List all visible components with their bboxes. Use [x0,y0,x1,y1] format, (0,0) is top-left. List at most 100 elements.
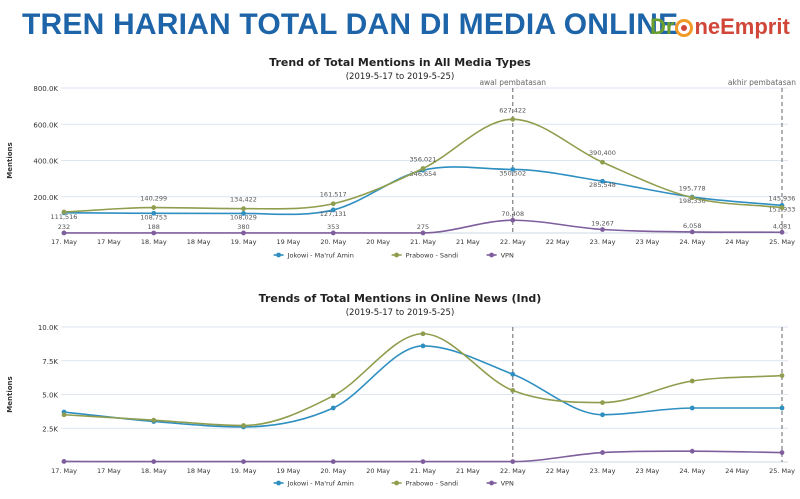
series-line-0 [63,345,782,428]
data-point [241,230,246,236]
data-point [151,210,157,216]
x-minor-tick-label: 20 May [366,238,390,246]
data-point [600,450,605,455]
data-label: 627,422 [499,106,526,114]
chart-title: Trend of Total Mentions in All Media Typ… [269,56,531,69]
data-point [779,373,785,378]
legend-item: Jokowi - Ma'ruf Amin [287,252,354,260]
data-point [510,217,516,223]
x-minor-tick-label: 22 May [546,467,570,475]
data-point [61,412,67,418]
legend-marker [489,252,494,258]
data-point [61,230,67,236]
x-tick-label: 17. May [51,238,77,246]
data-label: 145,936 [769,195,796,203]
x-minor-tick-label: 20 May [366,467,390,475]
x-tick-label: 25. May [769,467,795,475]
data-point [330,393,336,399]
data-label: 198,336 [679,197,706,205]
data-point [510,167,516,172]
data-label: 356,021 [410,155,437,163]
drone-logo-icon [675,19,694,37]
x-minor-tick-label: 21 May [456,238,480,246]
x-tick-label: 18. May [141,467,167,475]
data-point [330,405,336,411]
drone-emprit-logo: Dr neEmprit [650,14,790,40]
legend-item: Prabowo - Sandi [406,480,459,488]
data-point [241,459,246,464]
x-tick-label: 21. May [410,238,436,246]
legend-item: Prabowo - Sandi [406,252,459,260]
data-point [689,448,695,454]
data-point [151,230,157,236]
data-point [420,166,426,171]
data-point [241,423,246,428]
x-tick-label: 17. May [51,467,77,475]
data-point [779,450,785,455]
logo-text-right: neEmprit [694,14,790,39]
data-label: 4,081 [773,222,792,230]
x-tick-label: 23. May [590,238,616,246]
y-axis-label: Mentions [6,142,14,178]
y-tick-label: 200.0K [33,194,58,202]
data-point [151,459,157,464]
data-point [779,229,785,235]
data-point [689,378,695,384]
data-point [420,459,426,464]
data-point [510,371,516,377]
x-tick-label: 24. May [679,238,705,246]
chart-subtitle: (2019-5-17 to 2019-5-25) [346,72,455,82]
x-minor-tick-label: 17 May [97,467,121,475]
x-tick-label: 18. May [141,238,167,246]
data-point [510,459,516,464]
data-label: 161,517 [320,191,347,199]
data-point [420,331,426,337]
data-point [779,405,785,411]
legend-marker [394,480,399,486]
data-label: 380 [237,223,249,231]
legend-item: VPN [501,480,514,488]
legend-marker [276,252,281,258]
y-tick-label: 2.5K [42,425,58,433]
x-minor-tick-label: 19 May [276,467,300,475]
data-point [510,388,516,393]
chart-subtitle: (2019-5-17 to 2019-5-25) [346,308,455,318]
legend-marker [276,480,281,486]
banner-title: TREN HARIAN TOTAL DAN DI MEDIA ONLINE [22,8,679,41]
y-tick-label: 10.0K [38,324,59,332]
x-tick-label: 20. May [320,238,346,246]
x-tick-label: 23. May [590,467,616,475]
data-point [241,206,246,212]
data-label: 108,029 [230,213,257,221]
data-label: 350,502 [499,169,526,177]
data-point [600,412,605,418]
logo-text-left: Dr [650,14,675,39]
y-axis-label: Mentions [6,376,14,412]
x-tick-label: 22. May [500,238,526,246]
chart-all-media: Trend of Total Mentions in All Media Typ… [6,56,796,260]
data-point [330,201,336,207]
x-tick-label: 25. May [769,238,795,246]
x-minor-tick-label: 18 May [187,467,211,475]
data-point [61,209,67,215]
data-label: 140,299 [140,195,167,203]
x-tick-label: 22. May [500,467,526,475]
series-line-1 [63,118,783,213]
data-label: 346,654 [410,170,437,178]
data-point [330,230,336,236]
legend-marker [489,480,494,486]
data-point [420,343,426,349]
y-tick-label: 5.0K [42,392,58,400]
x-minor-tick-label: 17 May [97,238,121,246]
annotation-label: akhir pembatasan [728,78,796,87]
legend-item: Jokowi - Ma'ruf Amin [287,480,354,488]
data-label: 195,778 [679,185,706,193]
data-point [600,400,605,405]
data-point [600,227,605,232]
data-point [420,230,426,236]
legend-item: VPN [501,252,514,260]
chart-online-news: Trends of Total Mentions in Online News … [6,292,795,488]
x-tick-label: 19. May [231,467,257,475]
data-label: 353 [327,223,339,231]
x-minor-tick-label: 24 May [725,238,749,246]
